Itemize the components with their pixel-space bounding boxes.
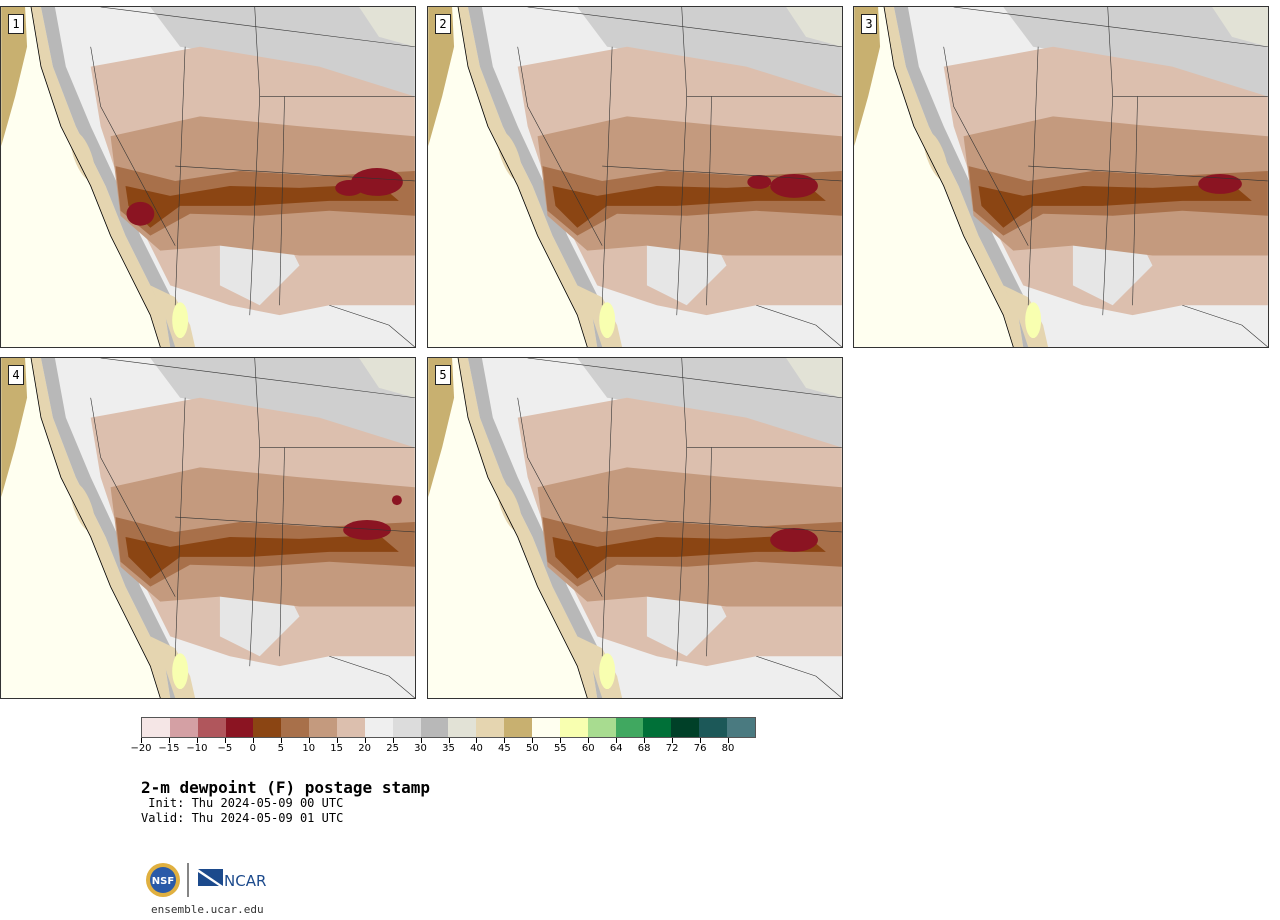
colorbar-tick-label: −15: [158, 743, 180, 754]
panel-number: 4: [8, 365, 24, 385]
colorbar-ticks: −20 −15 −10 −5 0 5 10 15 20 25 30 35 40 45 50 55 60 64 68 7…: [130, 738, 756, 758]
colorbar-segment: [253, 718, 282, 737]
colorbar-tick-label: 25: [386, 743, 399, 754]
colorbar-tick-label: 35: [442, 743, 455, 754]
member-panel-5[interactable]: 5: [427, 357, 843, 699]
colorbar-tick-label: 10: [302, 743, 316, 754]
colorbar-tick: [700, 738, 702, 743]
colorbar-tick-label: 60: [581, 743, 595, 754]
colorbar-tick-label: 45: [498, 743, 511, 754]
colorbar-tick-label: 76: [693, 743, 707, 754]
colorbar-tick: [308, 738, 310, 743]
footer-url: ensemble.ucar.edu: [151, 903, 264, 916]
colorbar-tick: [280, 738, 282, 743]
colorbar-tick: [644, 738, 646, 743]
colorbar-tick: [392, 738, 394, 743]
dewpoint-map: [428, 7, 842, 347]
nsf-seal-icon: NSF: [146, 863, 180, 897]
colorbar-tick-label: 5: [277, 743, 284, 754]
colorbar-tick: [252, 738, 254, 743]
colorbar-tick: [476, 738, 478, 743]
colorbar-segment: [643, 718, 672, 737]
colorbar-segment: [364, 718, 393, 737]
svg-text:NSF: NSF: [152, 876, 174, 887]
colorbar-segment: [615, 718, 644, 737]
colorbar-tick: [196, 738, 198, 743]
colorbar-tick-label: −20: [130, 743, 152, 754]
dewpoint-map: [854, 7, 1268, 347]
colorbar-tick-label: 40: [470, 743, 483, 754]
colorbar-tick: [448, 738, 450, 743]
colorbar-segment: [476, 718, 505, 737]
colorbar-segment: [448, 718, 477, 737]
colorbar-segment: [587, 718, 616, 737]
dewpoint-map: [1, 7, 415, 347]
colorbar-segment: [309, 718, 338, 737]
panel-number: 3: [861, 14, 877, 34]
colorbar-tick-label: 15: [330, 743, 344, 754]
page-title: 2-m dewpoint (F) postage stamp: [141, 778, 430, 797]
colorbar-tick: [532, 738, 534, 743]
colorbar-tick: [588, 738, 590, 743]
colorbar-segment: [727, 718, 755, 737]
colorbar-segment: [197, 718, 226, 737]
member-panel-2[interactable]: 2: [427, 6, 843, 348]
colorbar-tick: [616, 738, 618, 743]
colorbar-segment: [392, 718, 421, 737]
panel-number: 1: [8, 14, 24, 34]
colorbar-tick: [141, 738, 142, 743]
svg-text:NCAR: NCAR: [224, 872, 266, 890]
dewpoint-map: [428, 358, 842, 698]
panel-number: 2: [435, 14, 451, 34]
colorbar-tick-label: 72: [665, 743, 679, 754]
colorbar-tick: [364, 738, 366, 743]
colorbar-segment: [337, 718, 365, 737]
colorbar-tick-label: −10: [186, 743, 208, 754]
colorbar-tick-label: 68: [637, 743, 651, 754]
colorbar-tick: [560, 738, 562, 743]
colorbar-tick-label: −5: [217, 743, 233, 754]
colorbar-segment: [142, 718, 170, 737]
colorbar-segment: [671, 718, 700, 737]
colorbar-tick: [420, 738, 422, 743]
colorbar-segment: [225, 718, 254, 737]
colorbar-tick-label: 20: [358, 743, 371, 754]
colorbar-segment: [420, 718, 449, 737]
valid-time: Valid: Thu 2024-05-09 01 UTC: [141, 811, 344, 825]
colorbar-segment: [281, 718, 310, 737]
colorbar-tick: [728, 738, 730, 743]
panel-number: 5: [435, 365, 451, 385]
colorbar-tick-label: 55: [553, 743, 567, 754]
colorbar: [141, 717, 756, 738]
init-time: Init: Thu 2024-05-09 00 UTC: [141, 796, 344, 810]
colorbar-tick-label: 64: [609, 743, 623, 754]
colorbar-segment: [559, 718, 588, 737]
nsf-ncar-logo: NSF NCAR: [146, 863, 266, 897]
ncar-logo-icon: NCAR: [198, 869, 266, 890]
colorbar-segment: [504, 718, 533, 737]
colorbar-tick: [168, 738, 170, 743]
colorbar-tick: [224, 738, 226, 743]
colorbar-tick-label: 80: [721, 743, 735, 754]
colorbar-segment: [532, 718, 560, 737]
colorbar-tick-label: 30: [414, 743, 427, 754]
member-panel-4[interactable]: 4: [0, 357, 416, 699]
dewpoint-map: [1, 358, 415, 698]
colorbar-tick-label: 0: [249, 743, 256, 754]
member-panel-1[interactable]: 1: [0, 6, 416, 348]
colorbar-tick: [504, 738, 506, 743]
colorbar-tick: [672, 738, 674, 743]
colorbar-tick-label: 50: [525, 743, 539, 754]
colorbar-tick: [336, 738, 338, 743]
colorbar-segment: [699, 718, 728, 737]
colorbar-segment: [169, 718, 198, 737]
member-panel-3[interactable]: 3: [853, 6, 1269, 348]
